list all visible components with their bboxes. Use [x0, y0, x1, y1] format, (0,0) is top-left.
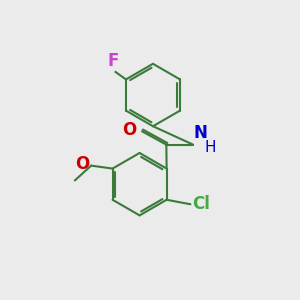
Text: Cl: Cl: [192, 195, 210, 213]
Text: F: F: [107, 52, 119, 70]
Text: O: O: [75, 155, 90, 173]
Text: H: H: [204, 140, 216, 154]
Text: N: N: [193, 124, 207, 142]
Text: O: O: [122, 122, 136, 140]
